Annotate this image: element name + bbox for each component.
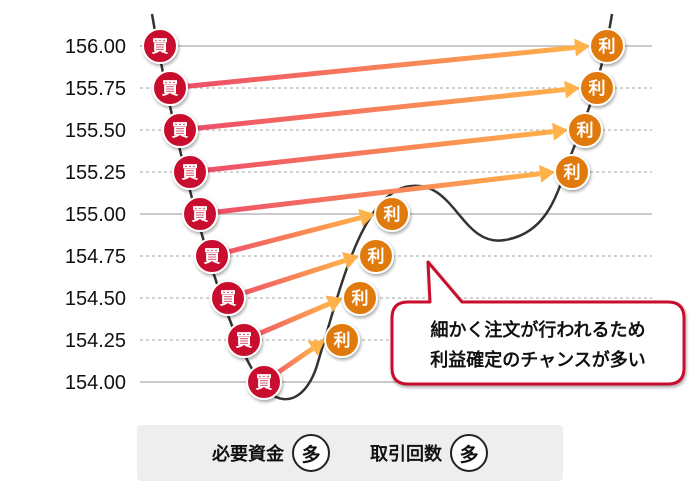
price-label-154-75: 154.75 (65, 246, 126, 268)
price-label-154-00: 154.00 (65, 372, 126, 394)
trade-count-label: 取引回数 (370, 444, 442, 465)
trade-arrow-shaft (169, 45, 576, 91)
buy-badge-circle (194, 238, 230, 274)
trade-arrow-shaft (179, 87, 566, 133)
trade-arrow-head (307, 340, 325, 356)
buy-badge-label: 買 (172, 121, 189, 141)
trade-arrow-shaft (199, 171, 541, 217)
profit-badge-label: 利 (599, 36, 616, 57)
profit-badge: 利 (374, 196, 410, 232)
trade-arrow-head (358, 209, 375, 227)
buy-badge-circle (182, 196, 218, 232)
summary-bar: 必要資金 多 取引回数 多 (137, 425, 563, 481)
price-label-156-00: 156.00 (65, 36, 126, 58)
price-axis-labels: 156.00 155.75 155.50 155.25 155.00 154.7… (65, 36, 126, 394)
profit-badge-label: 利 (564, 162, 581, 183)
profit-badge-circle (374, 196, 410, 232)
profit-badge-circle (342, 280, 378, 316)
buy-badge-circle (172, 154, 208, 190)
price-label-155-00: 155.00 (65, 204, 126, 226)
trade-arrow-head (539, 164, 555, 183)
trade-count-value: 多 (450, 434, 488, 472)
required-capital-value: 多 (292, 434, 330, 472)
callout-bubble (390, 260, 686, 386)
callout-text-line2: 利益確定のチャンスが多い (430, 349, 645, 371)
trade-count: 取引回数 多 (370, 434, 488, 472)
profit-badge-label: 利 (577, 120, 594, 141)
buy-badge-circle (226, 322, 262, 358)
profit-badge-label: 利 (589, 78, 606, 99)
buy-badge: 買 (172, 154, 208, 190)
buy-badge: 買 (194, 238, 230, 274)
profit-badge-circle (554, 154, 590, 190)
buy-badge: 買 (210, 280, 246, 316)
buy-badge-label: 買 (152, 37, 169, 57)
price-label-155-50: 155.50 (65, 120, 126, 142)
price-label-155-25: 155.25 (65, 162, 126, 184)
profit-badge-label: 利 (368, 246, 385, 267)
buy-badge: 買 (152, 70, 188, 106)
buy-badge-circle (142, 28, 178, 64)
trade-arrow-head (552, 122, 568, 141)
profit-badge-circle (324, 322, 360, 358)
trade-arrow-shaft (211, 215, 362, 259)
profit-badge: 利 (342, 280, 378, 316)
price-label-155-75: 155.75 (65, 78, 126, 100)
buy-badge-circle (162, 112, 198, 148)
buy-badge-label: 買 (192, 205, 209, 225)
buy-badge: 買 (162, 112, 198, 148)
profit-badge: 利 (324, 322, 360, 358)
buy-badge: 買 (246, 364, 282, 400)
price-label-154-25: 154.25 (65, 330, 126, 352)
trade-arrow-head (341, 252, 359, 270)
profit-badge: 利 (589, 28, 625, 64)
required-capital-label: 必要資金 (212, 444, 284, 465)
buy-badge: 買 (142, 28, 178, 64)
buy-badge: 買 (182, 196, 218, 232)
profit-badge-circle (579, 70, 615, 106)
buy-badge-label: 買 (256, 373, 273, 393)
trade-arrow-head (574, 38, 590, 57)
profit-badge: 利 (554, 154, 590, 190)
trade-arrow-shaft (227, 258, 346, 301)
buy-badge: 買 (226, 322, 262, 358)
profit-badge: 利 (579, 70, 615, 106)
profit-badge-circle (358, 238, 394, 274)
buy-badge-circle (246, 364, 282, 400)
profit-badge-label: 利 (352, 288, 369, 309)
profit-badge-circle (567, 112, 603, 148)
buy-badge-label: 買 (220, 289, 237, 309)
profit-badge-label: 利 (334, 330, 351, 351)
price-label-154-50: 154.50 (65, 288, 126, 310)
buy-badge-circle (210, 280, 246, 316)
callout-text-line1: 細かく注文が行われるため (430, 319, 645, 341)
profit-badge-label: 利 (384, 204, 401, 225)
profit-badge-circle (589, 28, 625, 64)
profit-badge: 利 (567, 112, 603, 148)
required-capital: 必要資金 多 (212, 434, 330, 472)
buy-badge-label: 買 (162, 79, 179, 99)
buy-badge-circle (152, 70, 188, 106)
trade-arrow-shaft (189, 129, 554, 175)
buy-badge-label: 買 (182, 163, 199, 183)
profit-badge: 利 (358, 238, 394, 274)
trade-arrow-head (325, 295, 343, 313)
buy-badge-label: 買 (236, 331, 253, 351)
buy-badge-label: 買 (204, 247, 221, 267)
trade-arrow-head (564, 80, 580, 99)
